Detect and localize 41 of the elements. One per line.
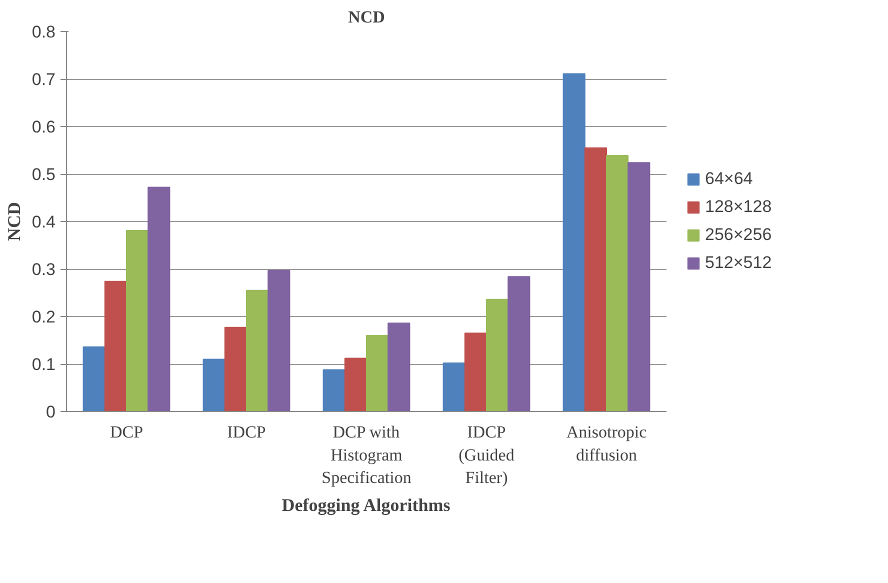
legend-label: 256×256 (705, 225, 772, 245)
bar (584, 147, 607, 412)
bar (224, 326, 247, 412)
bar (126, 230, 149, 412)
y-axis-title: NCD (4, 202, 24, 241)
bar (268, 270, 290, 412)
legend-label: 512×512 (705, 253, 772, 273)
y-tick-label: 0.4 (32, 212, 56, 232)
bar (322, 369, 346, 412)
x-tick-label: Anisotropic diffusion (566, 422, 648, 464)
bar (202, 358, 226, 412)
bar (508, 276, 530, 412)
x-tick-label: IDCP (227, 422, 266, 442)
x-tick-label: DCP with Histogram Specification (322, 422, 412, 488)
x-tick-label: DCP (110, 422, 144, 442)
y-tick-label: 0.3 (32, 260, 56, 279)
y-tick-label: 0.8 (32, 22, 56, 42)
bar (628, 162, 650, 412)
y-tick-label: 0.2 (32, 308, 56, 326)
bar (104, 280, 127, 412)
legend-label: 128×128 (705, 197, 772, 217)
bar (464, 332, 487, 412)
legend-label: 64×64 (705, 169, 753, 189)
bar (486, 298, 509, 412)
chart-title: NCD (348, 8, 385, 26)
bar (442, 362, 466, 412)
y-tick-label: 0 (46, 402, 56, 422)
bar (246, 290, 269, 412)
bar (366, 335, 389, 412)
bar (344, 358, 367, 412)
y-tick-label: 0.7 (32, 70, 56, 89)
bar (562, 73, 586, 412)
bar (82, 346, 106, 412)
bar (388, 322, 410, 412)
bar (606, 154, 629, 412)
y-tick-label: 0.5 (32, 165, 56, 184)
bar (148, 186, 170, 412)
y-tick-label: 0.6 (32, 118, 56, 136)
x-axis-title: Defogging Algorithms (282, 495, 450, 516)
x-tick-label: IDCP (Guided Filter) (458, 422, 515, 488)
y-tick-label: 0.1 (32, 355, 56, 374)
